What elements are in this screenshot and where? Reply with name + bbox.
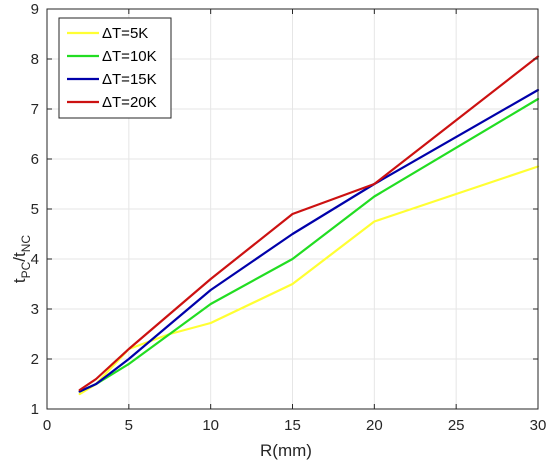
x-tick-label: 10: [202, 417, 219, 434]
series-line-1: [78, 165, 540, 396]
x-tick-label: 25: [448, 417, 465, 434]
y-axis-label: tPC/tNC: [10, 235, 33, 284]
x-tick-label: 30: [530, 417, 547, 434]
y-tick-label: 1: [31, 401, 39, 418]
legend-entry-4: ΔT=20K: [102, 94, 157, 111]
x-axis-label: R(mm): [260, 441, 312, 460]
y-axis-label-sub1: PC: [19, 261, 33, 278]
series-group: [78, 55, 540, 396]
axis-ticks: 0 5 10 15 20 25 30 1 2 3 4 5 6 7 8 9: [31, 1, 547, 434]
series-line-4: [78, 55, 540, 392]
x-tick-label: 20: [366, 417, 383, 434]
y-tick-label: 2: [31, 351, 39, 368]
y-tick-label: 7: [31, 101, 39, 118]
y-tick-label: 6: [31, 151, 39, 168]
legend-entry-3: ΔT=15K: [102, 71, 157, 88]
y-tick-label: 8: [31, 51, 39, 68]
x-tick-label: 0: [43, 417, 51, 434]
legend-entry-1: ΔT=5K: [102, 25, 148, 42]
x-tick-label: 5: [125, 417, 133, 434]
legend-entry-2: ΔT=10K: [102, 48, 157, 65]
y-axis-label-main: t: [10, 278, 29, 283]
y-tick-label: 4: [31, 251, 39, 268]
y-axis-label-sub2: NC: [19, 235, 33, 253]
x-tick-label: 15: [284, 417, 301, 434]
legend: ΔT=5K ΔT=10K ΔT=15K ΔT=20K: [58, 17, 172, 119]
y-tick-label: 3: [31, 301, 39, 318]
y-tick-label: 5: [31, 201, 39, 218]
y-axis-label-mid: /t: [10, 252, 29, 262]
y-tick-label: 9: [31, 1, 39, 18]
